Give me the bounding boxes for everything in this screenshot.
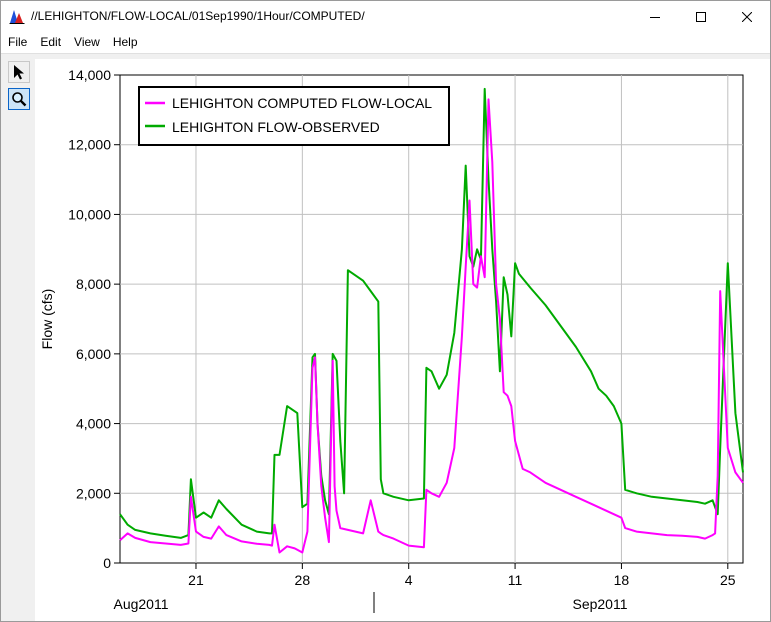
pointer-arrow-icon (14, 65, 24, 80)
y-tick-label: 10,000 (68, 206, 111, 222)
y-tick-label: 14,000 (68, 67, 111, 83)
plot-frame (119, 74, 744, 564)
flow-chart[interactable]: 02,0004,0006,0008,00010,00012,00014,000 … (35, 59, 770, 621)
zoom-magnifier-icon (12, 92, 27, 107)
series-line-computed (119, 98, 744, 554)
series-line-observed (119, 87, 744, 539)
x-tick-label: 4 (405, 572, 413, 588)
x-tick-label: 21 (188, 572, 204, 588)
y-axis-label: Flow (cfs) (39, 289, 55, 350)
app-chart-icon (9, 10, 25, 24)
legend-label-observed: LEHIGHTON FLOW-OBSERVED (172, 119, 380, 135)
y-tick-label: 6,000 (76, 346, 111, 362)
maximize-button[interactable] (678, 1, 724, 32)
month-label-sep: Sep2011 (572, 596, 627, 612)
close-icon (742, 11, 752, 22)
plot-area[interactable]: 0 2,000 4,000 6,000 8,000 10,000 12,000 14,000 … (35, 59, 770, 621)
menu-bar: File Edit View Help (1, 32, 770, 54)
y-tick-label: 12,000 (68, 137, 111, 153)
close-button[interactable] (724, 1, 770, 32)
legend-label-computed: LEHIGHTON COMPUTED FLOW-LOCAL (172, 95, 432, 111)
menu-edit[interactable]: Edit (40, 35, 62, 49)
minimize-icon (650, 16, 660, 18)
y-tick-label: 8,000 (76, 276, 111, 292)
title-bar[interactable]: //LEHIGHTON/FLOW-LOCAL/01Sep1990/1Hour/C… (1, 1, 770, 32)
menu-file[interactable]: File (8, 35, 28, 49)
x-axis: 21 28 4 11 18 25 (188, 563, 736, 588)
minimize-button[interactable] (632, 1, 678, 32)
tool-palette (6, 59, 33, 619)
x-tick-label: 28 (295, 572, 311, 588)
legend: LEHIGHTON COMPUTED FLOW-LOCAL LEHIGHTON … (138, 86, 450, 146)
pointer-tool-button[interactable] (8, 61, 30, 83)
y-tick-label: 2,000 (76, 485, 111, 501)
y-tick-label: 0 (103, 555, 111, 571)
menu-help[interactable]: Help (112, 35, 138, 49)
maximize-icon (696, 11, 706, 22)
legend-box (138, 86, 450, 146)
y-tick-label: 4,000 (76, 416, 111, 432)
zoom-tool-button[interactable] (8, 88, 30, 110)
window-title: //LEHIGHTON/FLOW-LOCAL/01Sep1990/1Hour/C… (31, 9, 365, 23)
menu-view[interactable]: View (74, 35, 100, 49)
y-axis: 0 2,000 4,000 6,000 8,000 10,000 12,000 14,000 (68, 67, 120, 571)
x-tick-label: 18 (614, 572, 630, 588)
series-lines (119, 87, 744, 554)
x-tick-label: 11 (508, 572, 523, 588)
month-label-aug: Aug2011 (113, 596, 168, 612)
x-tick-label: 25 (720, 572, 736, 588)
